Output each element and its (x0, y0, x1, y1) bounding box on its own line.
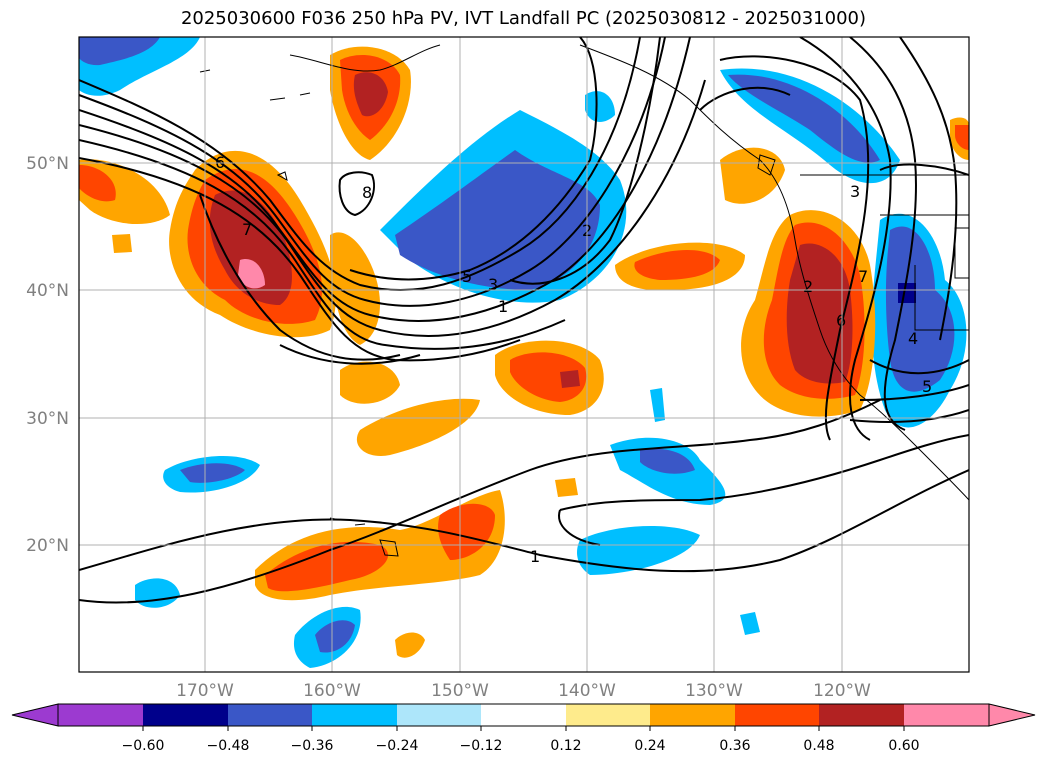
lon-label: 160°W (303, 681, 361, 701)
colorbar-tick: 0.12 (550, 738, 581, 754)
negative-anomaly-gulf-core (395, 150, 600, 290)
contour-label: 7 (858, 267, 868, 286)
colorbar-tick: 0.60 (888, 738, 919, 754)
latitude-labels: 50°N 40°N 30°N 20°N (26, 154, 69, 556)
contour-label: 5 (922, 377, 932, 396)
contour-label: 8 (362, 183, 372, 202)
pv-contours (79, 37, 969, 604)
colorbar-tick: −0.48 (207, 738, 250, 754)
colorbar-extend-high (988, 703, 1036, 727)
map-frame (78, 36, 970, 673)
colorbar-tick: −0.36 (291, 738, 334, 754)
colorbar-tick: −0.12 (460, 738, 503, 754)
lat-label: 20°N (26, 536, 69, 556)
lat-label: 50°N (26, 154, 69, 174)
longitude-labels: 170°W 160°W 150°W 140°W 130°W 120°W (176, 681, 871, 701)
contour-label: 6 (836, 311, 846, 330)
lat-label: 30°N (26, 409, 69, 429)
lon-label: 150°W (431, 681, 489, 701)
contour-label: 1 (498, 297, 508, 316)
contour-label: 1 (530, 547, 540, 566)
contour-label: 2 (803, 277, 813, 296)
contour-label: 7 (242, 220, 252, 239)
lon-label: 140°W (558, 681, 616, 701)
colorbar: −0.60 −0.48 −0.36 −0.24 −0.12 0.12 0.24 … (11, 703, 1036, 754)
lon-label: 120°W (813, 681, 871, 701)
colorbar-tick: −0.60 (122, 738, 165, 754)
graticule (79, 37, 969, 672)
colorbar-tick: 0.36 (719, 738, 750, 754)
colorbar-tick: −0.24 (376, 738, 419, 754)
colorbar-tick: 0.48 (803, 738, 834, 754)
contour-label: 5 (462, 267, 472, 286)
contour-label: 3 (488, 275, 498, 294)
lat-label: 40°N (26, 281, 69, 301)
ivt-shading (79, 37, 969, 668)
coastlines (199, 44, 969, 557)
colorbar-tick: 0.24 (634, 738, 665, 754)
map-title: 2025030600 F036 250 hPa PV, IVT Landfall… (180, 8, 867, 29)
contour-label: 3 (850, 182, 860, 201)
contour-label: 4 (908, 329, 918, 348)
lon-label: 170°W (176, 681, 234, 701)
lon-label: 130°W (685, 681, 743, 701)
colorbar-extend-low (11, 703, 59, 727)
